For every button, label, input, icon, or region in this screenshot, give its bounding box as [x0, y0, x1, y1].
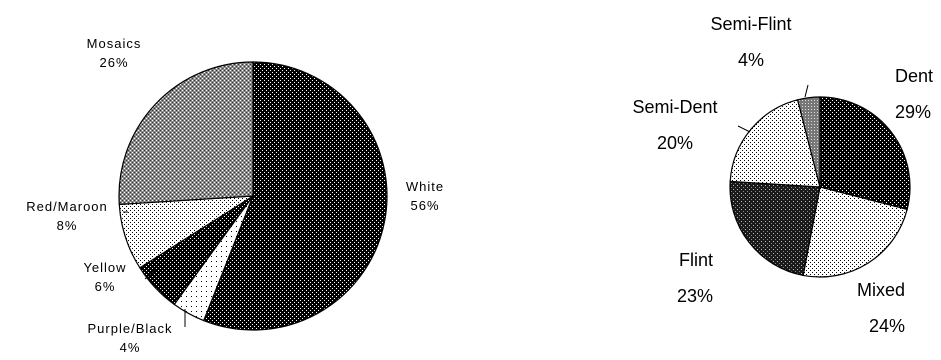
slice-value-dent: 29%: [895, 102, 931, 122]
slice-value-purple-black: 4%: [120, 340, 141, 355]
slice-value-red-maroon: 8%: [57, 218, 78, 233]
slice-value-white: 56%: [410, 198, 439, 213]
leader-line-semi-flint: [804, 84, 809, 98]
leader-line-yellow: [144, 268, 157, 280]
slice-dent: [819, 96, 911, 211]
slice-value-flint: 23%: [677, 286, 713, 306]
slice-label-white: White: [406, 179, 444, 194]
slice-label-yellow: Yellow: [83, 260, 126, 275]
slice-value-semi-dent: 20%: [657, 133, 693, 153]
slice-semi-dent: [729, 99, 821, 188]
slice-label-semi-flint: Semi-Flint: [710, 14, 791, 34]
slice-white: [202, 61, 388, 331]
slice-semi-flint: [796, 96, 821, 188]
slice-value-yellow: 6%: [95, 279, 116, 294]
slice-label-mixed: Mixed: [857, 280, 905, 300]
slice-value-mixed: 24%: [869, 316, 905, 336]
slice-label-semi-dent: Semi-Dent: [632, 97, 717, 117]
slice-label-purple-black: Purple/Black: [88, 321, 173, 336]
slice-label-flint: Flint: [679, 250, 713, 270]
slice-label-dent: Dent: [895, 66, 933, 86]
slice-mixed: [802, 186, 908, 278]
slice-value-semi-flint: 4%: [738, 50, 764, 70]
slice-label-mosaics: Mosaics: [87, 36, 142, 51]
slice-flint: [729, 180, 821, 277]
leader-line-semi-dent: [737, 125, 751, 133]
pie-chart-kernel-types: Dent 29% Mixed 24% Flint 23% Semi-Dent 20% Semi-…: [632, 14, 933, 336]
slice-label-red-maroon: Red/Maroon: [26, 199, 108, 214]
pie-chart-colors: White 56% Purple/Black 4% Yellow 6% Red/Maroon…: [26, 36, 444, 355]
slice-value-mosaics: 26%: [99, 55, 128, 70]
slice-mosaics: [118, 61, 254, 206]
